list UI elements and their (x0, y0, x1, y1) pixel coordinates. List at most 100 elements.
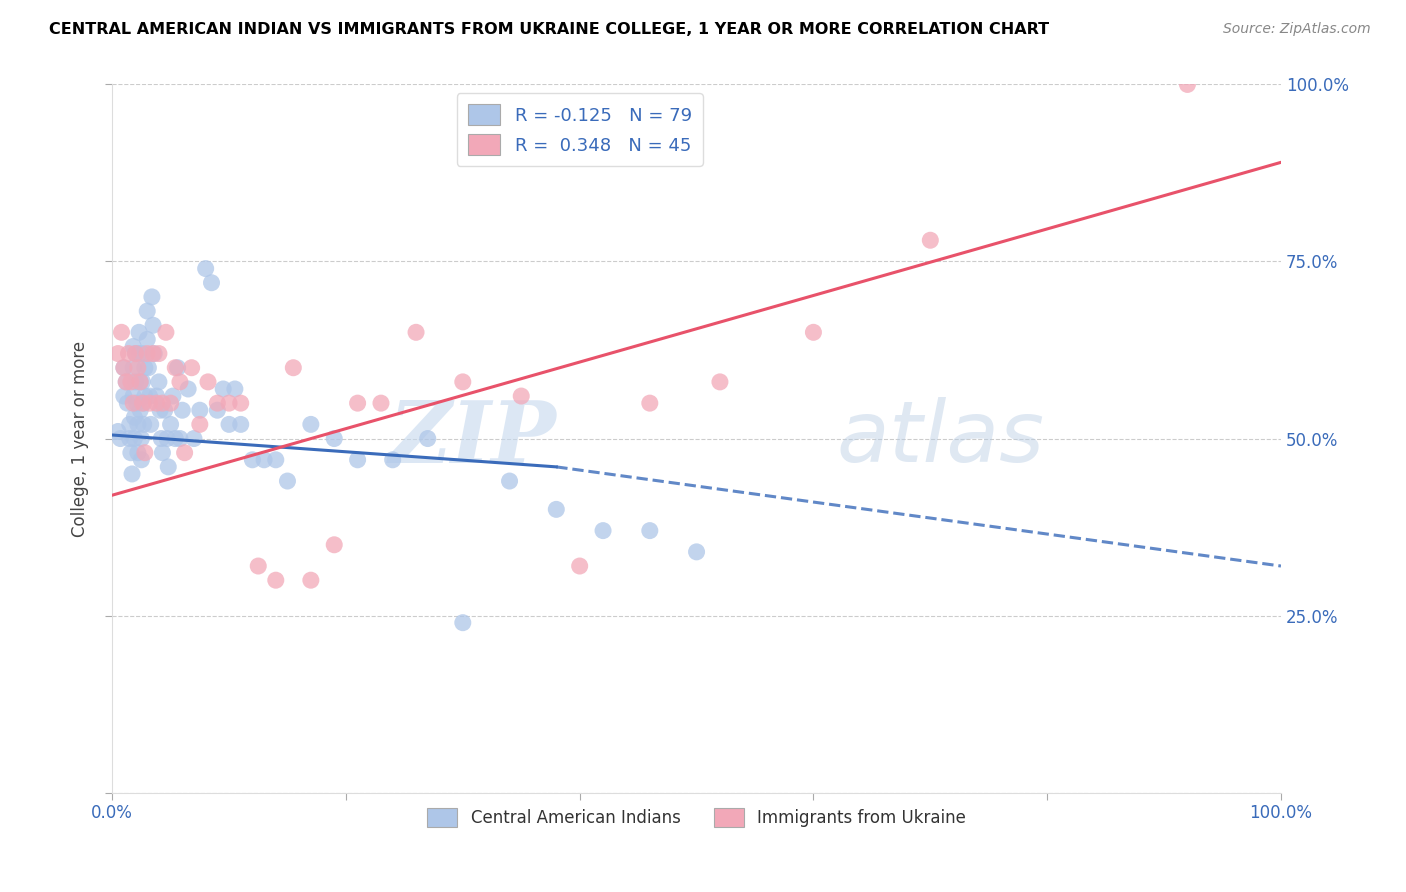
Point (276, 474, 298, 488)
Point (172, 403, 194, 417)
Point (128, 326, 150, 340)
Point (638, 524, 661, 538)
Point (346, 452, 368, 467)
Point (498, 474, 520, 488)
Point (218, 417, 240, 432)
Point (592, 524, 614, 538)
Point (124, 375, 146, 389)
Point (200, 276, 222, 290)
Point (148, 346, 170, 360)
Point (165, 360, 187, 375)
Point (107, 425, 129, 439)
Point (709, 375, 731, 389)
Point (169, 375, 191, 389)
Point (132, 396, 155, 410)
Point (451, 615, 474, 630)
Text: atlas: atlas (837, 397, 1045, 480)
Point (148, 375, 170, 389)
Point (142, 318, 165, 333)
Point (112, 389, 135, 403)
Point (124, 346, 146, 360)
Legend: Central American Indians, Immigrants from Ukraine: Central American Indians, Immigrants fro… (420, 801, 973, 834)
Point (117, 346, 139, 360)
Point (152, 446, 174, 460)
Point (451, 375, 474, 389)
Point (125, 396, 148, 410)
Point (638, 396, 661, 410)
Text: ZIP: ZIP (388, 397, 557, 480)
Point (145, 396, 167, 410)
Point (283, 360, 305, 375)
Point (197, 375, 219, 389)
Point (323, 432, 346, 446)
Point (188, 403, 211, 417)
Point (207, 396, 229, 410)
Point (299, 417, 322, 432)
Point (118, 417, 141, 432)
Point (173, 446, 195, 460)
Point (129, 403, 152, 417)
Point (323, 538, 346, 552)
Point (229, 417, 252, 432)
Point (138, 389, 160, 403)
Point (177, 382, 200, 396)
Point (157, 459, 180, 474)
Point (122, 389, 145, 403)
Point (183, 432, 205, 446)
Point (118, 432, 141, 446)
Point (131, 346, 153, 360)
Point (159, 396, 181, 410)
Point (169, 432, 191, 446)
Point (110, 432, 132, 446)
Point (110, 326, 132, 340)
Point (132, 417, 155, 432)
Point (121, 467, 143, 481)
Point (142, 346, 165, 360)
Point (299, 573, 322, 587)
Point (128, 346, 150, 360)
Point (127, 446, 149, 460)
Point (143, 346, 166, 360)
Point (122, 360, 145, 375)
Point (568, 559, 591, 574)
Point (1177, 78, 1199, 92)
Point (920, 233, 942, 247)
Point (129, 375, 152, 389)
Point (127, 417, 149, 432)
Point (546, 502, 568, 516)
Point (134, 389, 156, 403)
Point (152, 396, 174, 410)
Point (124, 346, 146, 360)
Point (120, 375, 142, 389)
Y-axis label: College, 1 year or more: College, 1 year or more (72, 341, 89, 537)
Point (115, 375, 138, 389)
Point (138, 360, 160, 375)
Point (381, 452, 404, 467)
Point (136, 346, 159, 360)
Point (112, 360, 135, 375)
Point (124, 410, 146, 425)
Point (124, 432, 146, 446)
Point (346, 396, 368, 410)
Point (159, 417, 181, 432)
Point (127, 360, 149, 375)
Point (134, 360, 156, 375)
Point (207, 403, 229, 417)
Point (242, 452, 264, 467)
Point (122, 396, 145, 410)
Point (112, 360, 135, 375)
Point (218, 396, 240, 410)
Point (122, 339, 145, 353)
Point (405, 326, 427, 340)
Point (156, 432, 179, 446)
Point (131, 396, 153, 410)
Point (120, 446, 142, 460)
Point (129, 375, 152, 389)
Point (685, 545, 707, 559)
Point (131, 432, 153, 446)
Point (145, 389, 167, 403)
Point (162, 389, 184, 403)
Point (247, 559, 270, 574)
Point (165, 432, 187, 446)
Point (416, 432, 439, 446)
